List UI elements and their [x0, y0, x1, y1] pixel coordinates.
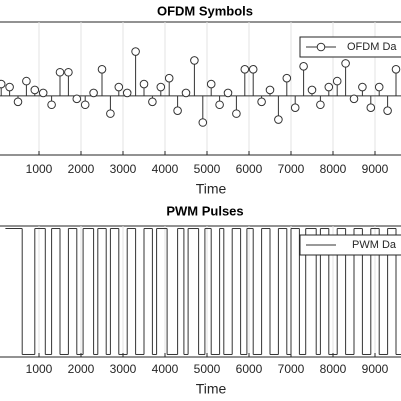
x-tick-label: 6000 — [236, 362, 263, 376]
stem-marker — [122, 88, 132, 98]
stem-marker — [106, 109, 115, 118]
x-axis-label: Time — [196, 181, 227, 197]
stem-marker — [181, 88, 191, 98]
stem-marker — [47, 100, 56, 110]
stem-marker — [164, 73, 174, 83]
stem-marker — [332, 76, 342, 86]
stem-marker — [30, 85, 40, 95]
stem-marker — [215, 100, 224, 110]
stem-marker — [0, 79, 6, 89]
stem-marker — [64, 67, 73, 77]
x-tick-label: 1000 — [26, 362, 53, 376]
stem-marker — [341, 59, 350, 68]
legend-label: PWM Da — [352, 239, 397, 251]
stem-marker — [89, 88, 98, 98]
x-tick-label: 1000 — [26, 162, 53, 176]
stem-marker — [324, 82, 334, 92]
legend-label: OFDM Da — [347, 41, 397, 53]
stem-marker — [173, 106, 182, 115]
stem-marker — [290, 103, 300, 113]
legend-box — [299, 36, 401, 58]
stem-marker — [299, 62, 308, 71]
stem-marker — [148, 97, 157, 107]
stem-marker — [55, 67, 65, 77]
stem-marker — [38, 88, 48, 98]
x-tick-label: 8000 — [320, 362, 347, 376]
stem-marker — [366, 103, 376, 113]
stem-marker — [206, 79, 216, 89]
x-tick-label: 4000 — [152, 162, 179, 176]
x-tick-label: 9000 — [362, 162, 389, 176]
x-tick-label: 5000 — [194, 362, 221, 376]
x-tick-label: 9000 — [362, 362, 389, 376]
stem-marker — [22, 76, 31, 86]
stem-marker — [240, 64, 250, 74]
stem-marker — [307, 85, 317, 95]
stem-marker — [358, 82, 367, 92]
stem-marker — [391, 64, 401, 74]
x-tick-label: 7000 — [278, 362, 305, 376]
stem-marker — [131, 47, 140, 56]
stem-marker — [139, 79, 149, 89]
stem-marker — [198, 118, 208, 127]
x-tick-label: 4000 — [152, 362, 179, 376]
stem-marker — [13, 97, 23, 107]
x-tick-label: 5000 — [194, 162, 221, 176]
stem-marker — [282, 73, 292, 83]
x-axis-label: Time — [196, 381, 227, 397]
legend-marker — [316, 42, 326, 52]
stem-marker — [274, 115, 283, 124]
stem-marker — [72, 94, 82, 104]
stem-marker — [257, 97, 266, 107]
x-tick-label: 2000 — [68, 362, 95, 376]
legend-box — [299, 234, 401, 256]
stem-marker — [349, 94, 359, 104]
x-tick-label: 8000 — [320, 162, 347, 176]
stem-marker — [265, 85, 275, 95]
stem-marker — [156, 82, 166, 92]
stem-marker — [97, 64, 107, 74]
x-tick-label: 3000 — [110, 162, 137, 176]
stem-marker — [114, 82, 124, 92]
x-tick-label: 6000 — [236, 162, 263, 176]
x-tick-label: 3000 — [110, 362, 137, 376]
x-tick-label: 7000 — [278, 162, 305, 176]
x-tick-label: 2000 — [68, 162, 95, 176]
stem-marker — [190, 56, 199, 65]
stem-marker — [5, 82, 14, 92]
stem-marker — [374, 82, 384, 92]
stem-marker — [316, 100, 325, 110]
stem-marker — [223, 88, 233, 98]
stem-marker — [80, 100, 90, 110]
stem-marker — [232, 109, 241, 118]
stem-marker — [248, 64, 258, 74]
chart-title: PWM Pulses — [166, 203, 243, 218]
stem-marker — [383, 106, 392, 115]
chart-title: OFDM Symbols — [157, 3, 253, 18]
